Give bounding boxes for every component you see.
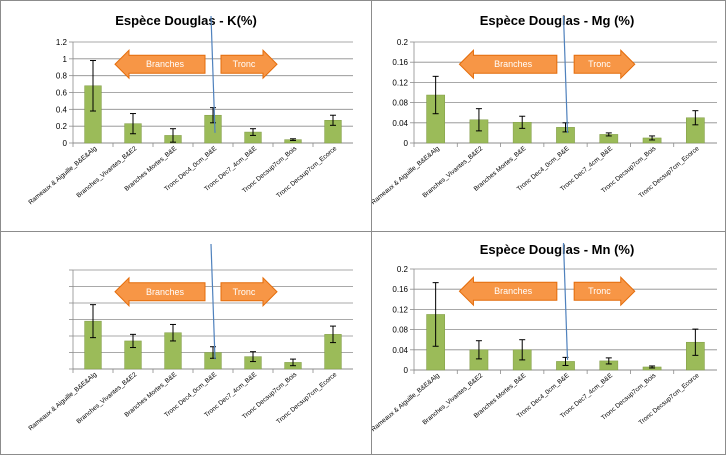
y-tick-label: 0.16	[392, 285, 408, 294]
category-label: Rameaux & Aiguille_B&E&Alg	[372, 372, 441, 433]
branches-arrow	[114, 49, 206, 80]
tronc-arrow-label: Tronc	[588, 59, 611, 69]
y-tick-label: 0.16	[392, 58, 408, 67]
y-tick-label: 0.4	[56, 105, 68, 114]
chart-panel-mg: Espèce Douglas - Mg (%) 0 0.04 0.08 0.12 0.16…	[371, 0, 726, 232]
category-label: Rameaux & Aiguille_B&E&Alg	[27, 145, 98, 206]
y-tick-label: 0	[404, 366, 409, 375]
chart-panel-mn: Espèce Douglas - Mn (%) 0 0.04 0.08 0.12 0.16…	[371, 231, 726, 455]
chart-panel-untitled: Rameaux & Aiguille_B&E&Alg Branches_Vivan…	[0, 231, 372, 455]
chart-title: Espèce Douglas - Mg (%)	[480, 13, 635, 28]
branches-arrow	[458, 276, 558, 307]
chart-title: Espèce Douglas - Mn (%)	[480, 242, 635, 257]
chart-k: Espèce Douglas - K(%) 0 0.2 0.4 0.6 0.8 1 1.2 Ra…	[27, 13, 353, 206]
tronc-arrow	[220, 49, 278, 80]
branches-arrow-label: Branches	[146, 59, 185, 69]
chart-mn: Espèce Douglas - Mn (%) 0 0.04 0.08 0.12 0.16…	[372, 242, 717, 433]
y-tick-label: 1.2	[56, 38, 68, 47]
y-tick-label: 0.04	[392, 119, 408, 128]
branches-arrow-label: Branches	[494, 286, 533, 296]
y-tick-label: 0	[63, 139, 68, 148]
y-tick-label: 0	[404, 139, 409, 148]
branches-arrow	[458, 49, 558, 80]
y-tick-label: 0.6	[56, 89, 68, 98]
section-divider-line	[562, 15, 569, 133]
chart-panel-k: Espèce Douglas - K(%) 0 0.2 0.4 0.6 0.8 1 1.2 Ra…	[0, 0, 372, 232]
y-tick-label: 0.04	[392, 346, 408, 355]
chart-untitled: Rameaux & Aiguille_B&E&AlgBranches_Vivan…	[27, 243, 353, 432]
section-divider-line	[210, 243, 216, 360]
tronc-arrow-label: Tronc	[588, 286, 611, 296]
tronc-arrow-label: Tronc	[233, 59, 256, 69]
y-tick-label: 0.12	[392, 78, 408, 87]
y-tick-label: 0.8	[56, 72, 68, 81]
y-tick-label: 0.2	[397, 38, 409, 47]
branches-arrow-label: Branches	[146, 287, 185, 297]
category-label: Rameaux & Aiguille_B&E&Alg	[372, 145, 441, 206]
chart-title: Espèce Douglas - K(%)	[115, 13, 257, 28]
section-divider-line	[562, 242, 569, 360]
tronc-arrow-label: Tronc	[233, 287, 256, 297]
y-tick-label: 0.2	[56, 122, 68, 131]
y-tick-label: 0.08	[392, 99, 408, 108]
branches-arrow	[114, 276, 206, 307]
branches-arrow-label: Branches	[494, 59, 533, 69]
section-divider-line	[210, 15, 216, 133]
y-tick-label: 0.2	[397, 265, 409, 274]
tronc-arrow	[220, 276, 278, 307]
chart-mg: Espèce Douglas - Mg (%) 0 0.04 0.08 0.12 0.16…	[372, 13, 717, 206]
y-tick-label: 0.12	[392, 305, 408, 314]
y-tick-label: 0.08	[392, 326, 408, 335]
category-label: Rameaux & Aiguille_B&E&Alg	[27, 371, 98, 432]
y-tick-label: 1	[63, 55, 68, 64]
tronc-arrow	[573, 276, 636, 307]
tronc-arrow	[573, 49, 636, 80]
